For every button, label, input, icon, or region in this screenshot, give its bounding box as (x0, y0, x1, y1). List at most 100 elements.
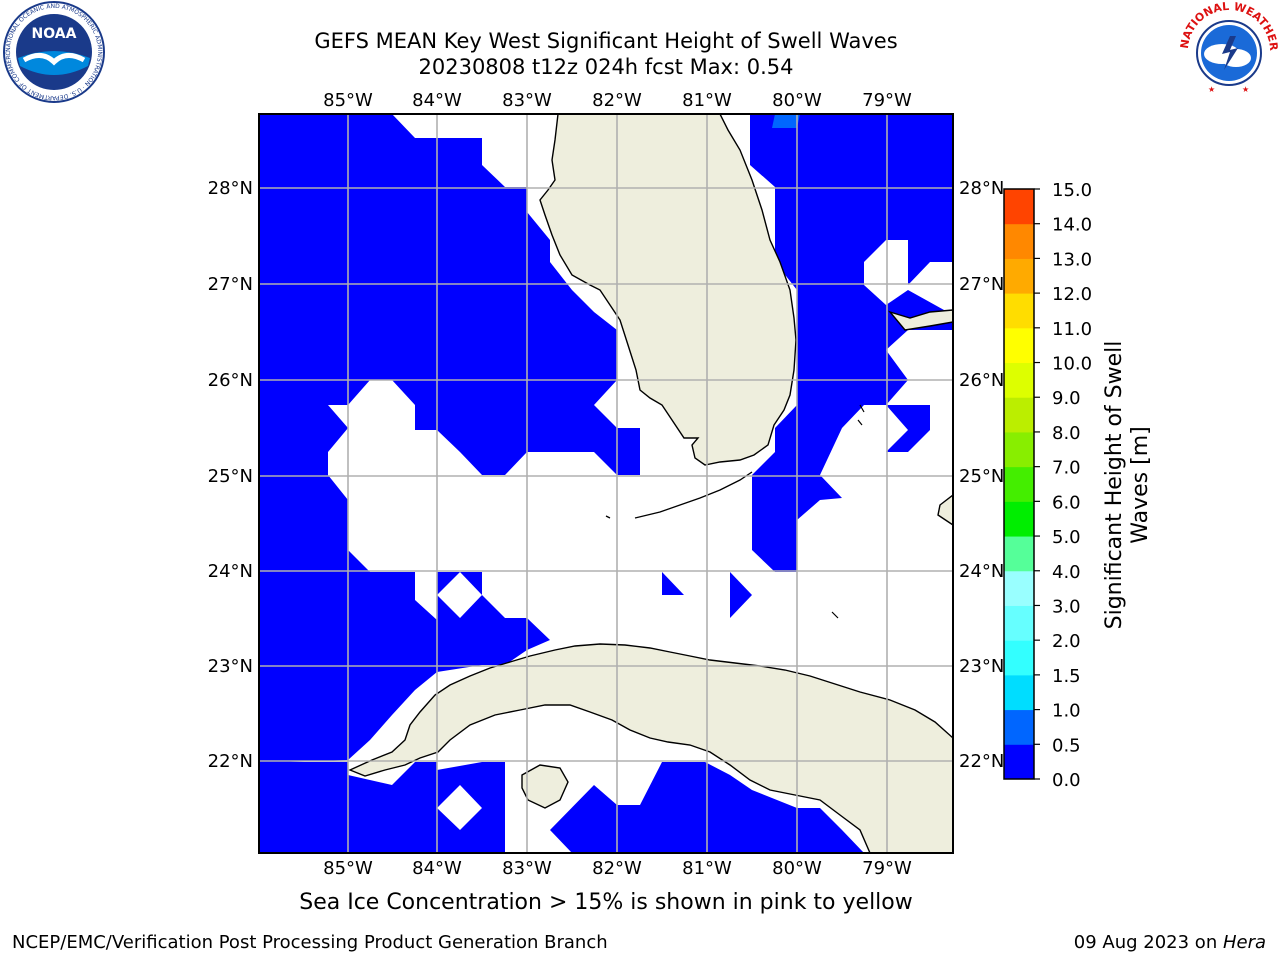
footer-machine: Hera (1222, 932, 1266, 953)
map-area (259, 114, 953, 853)
land-cuba (348, 643, 953, 853)
land-florida (539, 114, 797, 466)
colorbar-segment (1004, 189, 1034, 225)
swell-region-west-edge (259, 475, 282, 522)
colorbar-tick-label: 11.0 (1052, 319, 1092, 340)
colorbar-tick-label: 13.0 (1052, 249, 1092, 270)
lon-label: 79°W (862, 858, 912, 879)
colorbar-tick-label: 4.0 (1052, 562, 1081, 583)
lat-label: 27°N (959, 274, 1004, 295)
colorbar-tick-label: 8.0 (1052, 423, 1081, 444)
colorbar-segment (1004, 570, 1034, 606)
lat-label: 28°N (208, 178, 253, 199)
lat-label: 23°N (959, 656, 1004, 677)
svg-text:★: ★ (1242, 85, 1249, 94)
lon-label: 82°W (592, 858, 642, 879)
colorbar-title: Significant Height of Swell Waves [m] (1102, 340, 1153, 630)
lon-label: 85°W (323, 858, 373, 879)
colorbar-tick-label: 2.0 (1052, 631, 1081, 652)
colorbar-tick-label: 7.0 (1052, 458, 1081, 479)
gridlines (259, 114, 953, 853)
colorbar-segment (1004, 640, 1034, 676)
noaa-logo: NATIONAL OCEANIC AND ATMOSPHERIC ADMINIS… (2, 0, 105, 103)
colorbar-segment (1004, 362, 1034, 398)
colorbar-segment (1004, 674, 1034, 711)
colorbar-segment (1004, 293, 1034, 329)
colorbar-segment (1004, 223, 1034, 259)
colorbar-tick-label: 14.0 (1052, 215, 1092, 236)
lon-label: 80°W (772, 858, 822, 879)
lon-label: 80°W (772, 90, 822, 111)
lat-label: 24°N (208, 561, 253, 582)
lon-label: 81°W (682, 90, 732, 111)
sea-ice-caption: Sea Ice Concentration > 15% is shown in … (299, 890, 913, 915)
lat-label: 25°N (959, 466, 1004, 487)
lat-label: 23°N (208, 656, 253, 677)
colorbar-tick-label: 5.0 (1052, 527, 1081, 548)
noaa-logo-text: NOAA (32, 26, 77, 42)
colorbar-tick-label: 10.0 (1052, 354, 1092, 375)
lat-label: 25°N (208, 466, 253, 487)
swell-field (259, 114, 953, 853)
colorbar-segment (1004, 501, 1034, 537)
colorbar-segment (1004, 466, 1034, 502)
lat-label: 26°N (208, 370, 253, 391)
colorbar-tick-label: 9.0 (1052, 388, 1081, 409)
map-title: GEFS MEAN Key West Significant Height of… (314, 29, 898, 53)
lon-label: 82°W (592, 90, 642, 111)
lon-label: 79°W (862, 90, 912, 111)
lon-label: 85°W (323, 90, 373, 111)
colorbar-tick-label: 12.0 (1052, 284, 1092, 305)
swell-region-atlantic (750, 114, 953, 572)
colorbar-segment (1004, 605, 1034, 641)
colorbar-segment (1004, 709, 1034, 745)
footer-organization: NCEP/EMC/Verification Post Processing Pr… (12, 932, 608, 953)
lon-label: 84°W (412, 858, 462, 879)
lat-labels-left: 28°N 27°N 26°N 25°N 24°N 23°N 22°N (208, 178, 253, 772)
colorbar-tick-label: 0.5 (1052, 735, 1081, 756)
colorbar-tick-label: 6.0 (1052, 492, 1081, 513)
colorbar-tick-label: 1.5 (1052, 666, 1081, 687)
florida-keys (634, 471, 753, 519)
colorbar-tick-label: 1.0 (1052, 701, 1081, 722)
land-grand-bahama (887, 309, 953, 331)
colorbar-segment (1004, 397, 1034, 433)
colorbar-segment (1004, 744, 1034, 780)
colorbar-tick-label: 0.0 (1052, 770, 1081, 791)
land-isle-of-youth (521, 764, 569, 809)
colorbar-segment (1004, 327, 1034, 364)
colorbar-tick-label: 3.0 (1052, 596, 1081, 617)
land-bahamas (937, 494, 953, 526)
colorbar-segment (1004, 431, 1034, 468)
lon-label: 83°W (502, 90, 552, 111)
lat-label: 22°N (208, 751, 253, 772)
lon-labels-bottom: 85°W 84°W 83°W 82°W 81°W 80°W 79°W (323, 858, 912, 879)
swell-max-cell (772, 114, 800, 128)
colorbar-segment (1004, 258, 1034, 294)
swell-region-small-1 (662, 572, 684, 595)
nws-logo: NATIONAL WEATHER SERVICE ★ ★ (1178, 0, 1280, 100)
lon-label: 81°W (682, 858, 732, 879)
lat-label: 28°N (959, 178, 1004, 199)
svg-text:★: ★ (1208, 85, 1215, 94)
colorbar: 0.0 0.5 1.0 1.5 2.0 3.0 4.0 5.0 6.0 7.0 8.0 9.0 10.0… (1003, 180, 1092, 791)
colorbar-frame (1003, 188, 1035, 780)
lat-label: 26°N (959, 370, 1004, 391)
lon-label: 84°W (412, 90, 462, 111)
swell-region-gulf (259, 114, 640, 762)
lat-label: 27°N (208, 274, 253, 295)
lat-label: 24°N (959, 561, 1004, 582)
lon-label: 83°W (502, 858, 552, 879)
lat-labels-right: 28°N 27°N 26°N 25°N 24°N 23°N 22°N (959, 178, 1004, 772)
swell-region-small-2 (730, 572, 752, 618)
land (348, 114, 953, 853)
footer-timestamp: 09 Aug 2023 on Hera (1073, 932, 1266, 953)
map-subtitle: 20230808 t12z 024h fcst Max: 0.54 (418, 55, 794, 79)
colorbar-tick-label: 15.0 (1052, 180, 1092, 201)
map-frame (258, 113, 954, 854)
lon-labels-top: 85°W 84°W 83°W 82°W 81°W 80°W 79°W (323, 90, 912, 111)
colorbar-segment (1004, 536, 1034, 572)
swell-region-south-west (259, 762, 505, 853)
lat-label: 22°N (959, 751, 1004, 772)
